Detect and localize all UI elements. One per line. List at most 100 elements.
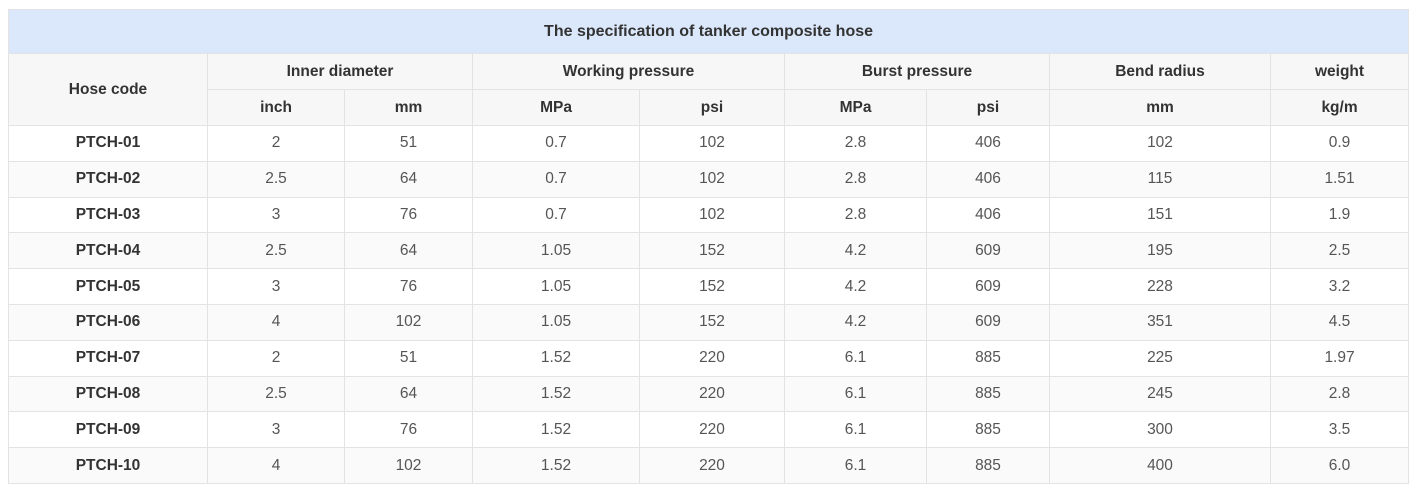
cell-inner-diameter-inch: 3	[207, 411, 345, 449]
table-row: PTCH-07 2 51 1.52 220 6.1 885 225 1.97	[8, 339, 1410, 377]
cell-burst-pressure-mpa: 4.2	[784, 268, 927, 305]
header-hose-code: Hose code	[8, 53, 208, 126]
header-burst-pressure: Burst pressure	[784, 53, 1050, 90]
header-working-pressure: Working pressure	[472, 53, 785, 90]
cell-working-pressure-mpa: 1.05	[472, 303, 640, 341]
cell-bend-radius-mm: 195	[1049, 232, 1271, 270]
cell-inner-diameter-mm: 64	[344, 160, 473, 198]
cell-inner-diameter-mm: 51	[344, 125, 473, 162]
table-body: PTCH-01 2 51 0.7 102 2.8 406 102 0.9 PTCH-02 2.5 64…	[8, 125, 1410, 484]
cell-burst-pressure-psi: 609	[926, 268, 1050, 305]
table-row: PTCH-08 2.5 64 1.52 220 6.1 885 245 2.8	[8, 375, 1410, 413]
cell-working-pressure-psi: 102	[639, 160, 785, 198]
cell-working-pressure-psi: 152	[639, 303, 785, 341]
cell-inner-diameter-mm: 76	[344, 411, 473, 449]
unit-burst-pressure-mpa: MPa	[784, 89, 927, 126]
cell-working-pressure-mpa: 0.7	[472, 160, 640, 198]
cell-weight-kg-per-m: 1.9	[1269, 196, 1410, 234]
cell-weight-kg-per-m: 1.51	[1269, 160, 1410, 198]
cell-bend-radius-mm: 400	[1049, 447, 1271, 484]
cell-burst-pressure-mpa: 6.1	[784, 447, 927, 484]
cell-bend-radius-mm: 351	[1049, 303, 1271, 341]
cell-burst-pressure-psi: 885	[926, 375, 1050, 413]
table-row: PTCH-10 4 102 1.52 220 6.1 885 400 6.0	[8, 447, 1410, 484]
cell-bend-radius-mm: 102	[1049, 125, 1271, 162]
cell-hose-code: PTCH-09	[8, 411, 208, 449]
cell-hose-code: PTCH-01	[8, 125, 208, 162]
cell-inner-diameter-inch: 4	[207, 303, 345, 341]
cell-burst-pressure-mpa: 2.8	[784, 196, 927, 234]
cell-hose-code: PTCH-07	[8, 339, 208, 377]
header-inner-diameter: Inner diameter	[207, 53, 473, 90]
cell-weight-kg-per-m: 1.97	[1269, 339, 1410, 377]
table-title: The specification of tanker composite ho…	[7, 9, 1410, 54]
unit-inner-diameter-inch: inch	[207, 89, 345, 126]
cell-working-pressure-psi: 152	[639, 268, 785, 305]
cell-hose-code: PTCH-06	[8, 303, 208, 341]
cell-burst-pressure-psi: 885	[926, 339, 1050, 377]
cell-burst-pressure-mpa: 6.1	[784, 411, 927, 449]
cell-weight-kg-per-m: 6.0	[1269, 447, 1410, 484]
cell-inner-diameter-mm: 102	[344, 447, 473, 484]
cell-bend-radius-mm: 115	[1049, 160, 1271, 198]
cell-bend-radius-mm: 228	[1049, 268, 1271, 305]
cell-hose-code: PTCH-04	[8, 232, 208, 270]
unit-weight-kg-per-m: kg/m	[1269, 89, 1410, 126]
table-row: PTCH-03 3 76 0.7 102 2.8 406 151 1.9	[8, 196, 1410, 234]
cell-bend-radius-mm: 300	[1049, 411, 1271, 449]
table-row: PTCH-09 3 76 1.52 220 6.1 885 300 3.5	[8, 411, 1410, 449]
cell-inner-diameter-inch: 2	[207, 339, 345, 377]
cell-bend-radius-mm: 151	[1049, 196, 1271, 234]
table-row: PTCH-04 2.5 64 1.05 152 4.2 609 195 2.5	[8, 232, 1410, 270]
cell-burst-pressure-psi: 885	[926, 447, 1050, 484]
cell-weight-kg-per-m: 0.9	[1269, 125, 1410, 162]
cell-working-pressure-mpa: 1.52	[472, 447, 640, 484]
cell-inner-diameter-mm: 102	[344, 303, 473, 341]
cell-hose-code: PTCH-05	[8, 268, 208, 305]
cell-working-pressure-mpa: 1.52	[472, 411, 640, 449]
cell-inner-diameter-mm: 64	[344, 232, 473, 270]
cell-working-pressure-psi: 220	[639, 447, 785, 484]
unit-bend-radius-mm: mm	[1049, 89, 1271, 126]
cell-weight-kg-per-m: 3.2	[1269, 268, 1410, 305]
cell-working-pressure-psi: 152	[639, 232, 785, 270]
table-row: PTCH-05 3 76 1.05 152 4.2 609 228 3.2	[8, 268, 1410, 305]
cell-working-pressure-psi: 102	[639, 196, 785, 234]
cell-working-pressure-mpa: 1.52	[472, 339, 640, 377]
cell-inner-diameter-mm: 76	[344, 268, 473, 305]
cell-inner-diameter-mm: 64	[344, 375, 473, 413]
cell-inner-diameter-inch: 3	[207, 268, 345, 305]
header-weight: weight	[1269, 53, 1410, 90]
cell-weight-kg-per-m: 2.5	[1269, 232, 1410, 270]
cell-inner-diameter-inch: 2.5	[207, 375, 345, 413]
cell-working-pressure-psi: 220	[639, 411, 785, 449]
cell-burst-pressure-mpa: 4.2	[784, 232, 927, 270]
cell-burst-pressure-mpa: 6.1	[784, 375, 927, 413]
cell-working-pressure-mpa: 1.52	[472, 375, 640, 413]
cell-burst-pressure-psi: 406	[926, 125, 1050, 162]
cell-burst-pressure-psi: 609	[926, 232, 1050, 270]
cell-working-pressure-mpa: 0.7	[472, 125, 640, 162]
cell-working-pressure-psi: 102	[639, 125, 785, 162]
unit-burst-pressure-psi: psi	[926, 89, 1050, 126]
cell-working-pressure-mpa: 0.7	[472, 196, 640, 234]
cell-burst-pressure-mpa: 2.8	[784, 160, 927, 198]
cell-hose-code: PTCH-02	[8, 160, 208, 198]
cell-working-pressure-mpa: 1.05	[472, 232, 640, 270]
cell-inner-diameter-inch: 2.5	[207, 160, 345, 198]
table-row: PTCH-01 2 51 0.7 102 2.8 406 102 0.9	[8, 125, 1410, 162]
cell-inner-diameter-inch: 3	[207, 196, 345, 234]
table-row: PTCH-02 2.5 64 0.7 102 2.8 406 115 1.51	[8, 160, 1410, 198]
cell-inner-diameter-inch: 2	[207, 125, 345, 162]
cell-working-pressure-psi: 220	[639, 375, 785, 413]
cell-burst-pressure-psi: 885	[926, 411, 1050, 449]
spec-table-container: The specification of tanker composite ho…	[7, 9, 1410, 484]
cell-burst-pressure-mpa: 4.2	[784, 303, 927, 341]
header-bend-radius: Bend radius	[1049, 53, 1271, 90]
cell-hose-code: PTCH-10	[8, 447, 208, 484]
cell-bend-radius-mm: 245	[1049, 375, 1271, 413]
cell-working-pressure-mpa: 1.05	[472, 268, 640, 305]
cell-hose-code: PTCH-08	[8, 375, 208, 413]
spec-table: The specification of tanker composite ho…	[7, 9, 1410, 484]
cell-weight-kg-per-m: 4.5	[1269, 303, 1410, 341]
